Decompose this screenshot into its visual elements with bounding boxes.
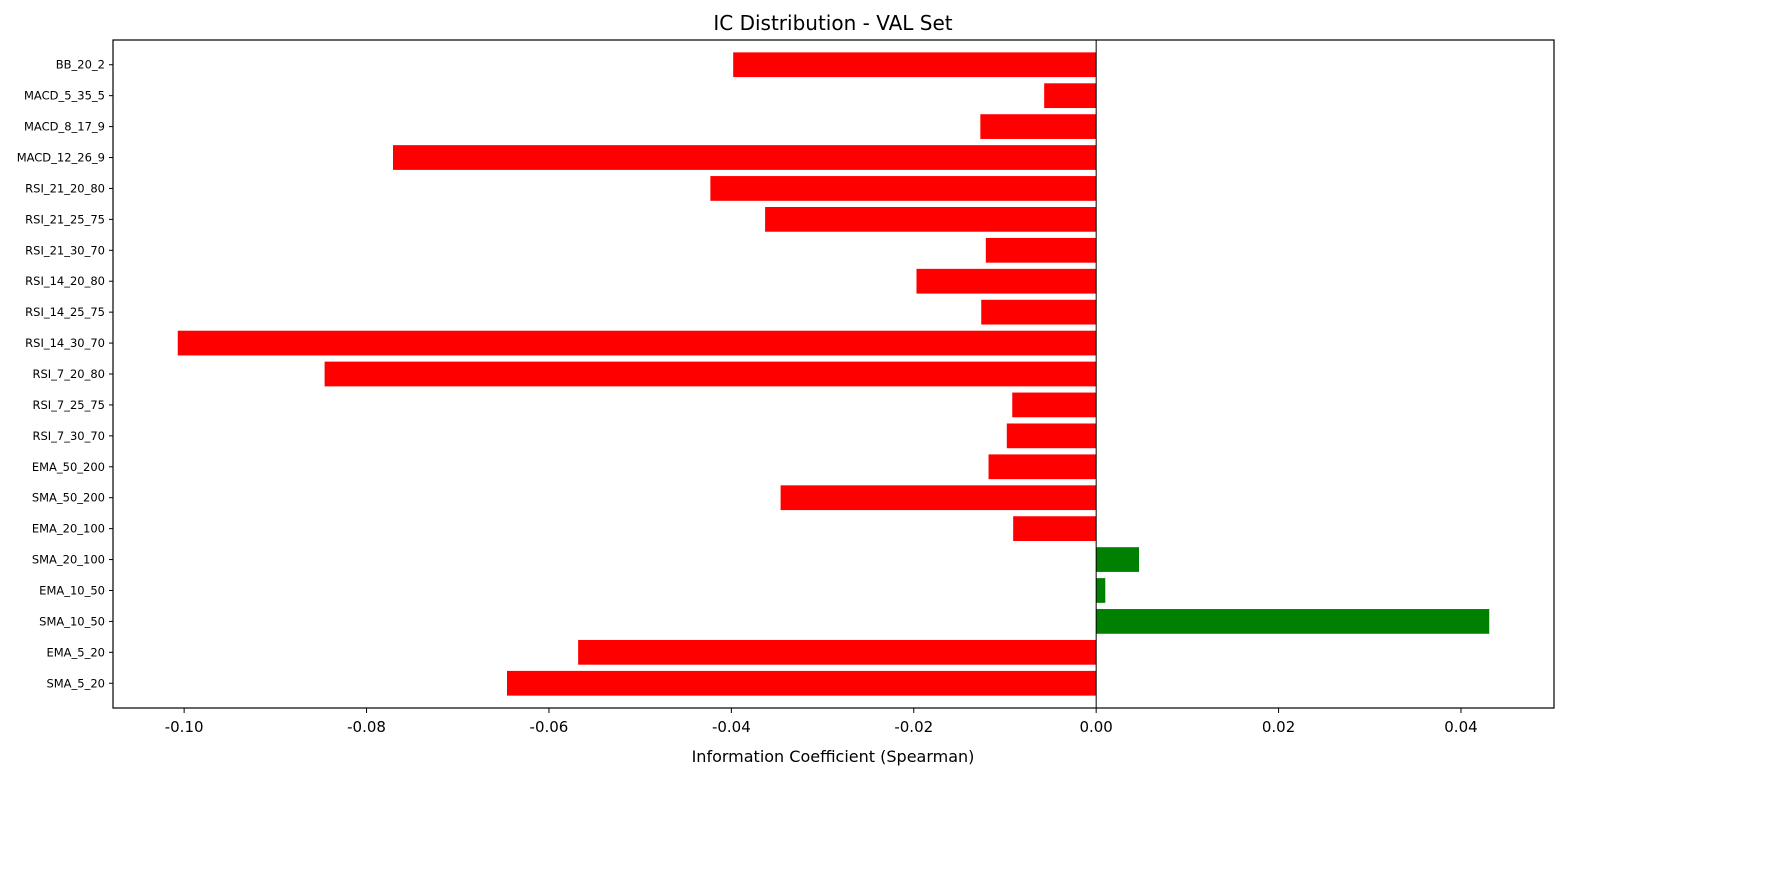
y-tick-label: RSI_21_30_70	[25, 243, 105, 257]
y-tick-label: RSI_7_30_70	[32, 429, 105, 443]
y-tick-label: EMA_10_50	[39, 583, 105, 597]
bar-BB_20_2	[733, 52, 1097, 78]
x-axis-label: Information Coefficient (Spearman)	[692, 747, 975, 766]
bar-RSI_21_20_80	[710, 176, 1097, 201]
x-tick-label: -0.02	[894, 718, 933, 736]
bar-EMA_20_100	[1013, 516, 1097, 541]
y-tick-label: SMA_50_200	[32, 491, 105, 505]
bar-MACD_5_35_5	[1044, 83, 1097, 109]
x-tick-label: -0.06	[530, 718, 569, 736]
y-tick-label: RSI_7_20_80	[32, 367, 105, 381]
bar-SMA_50_200	[780, 485, 1097, 511]
y-tick-label: RSI_14_30_70	[25, 336, 105, 350]
bar-EMA_5_20	[578, 639, 1097, 665]
y-tick-label: EMA_50_200	[32, 460, 105, 474]
y-tick-label: RSI_14_25_75	[25, 305, 105, 319]
y-tick-label: RSI_21_20_80	[25, 181, 105, 195]
y-tick-label: EMA_5_20	[46, 645, 105, 659]
bar-RSI_14_20_80	[916, 268, 1097, 294]
bar-RSI_21_30_70	[985, 237, 1097, 263]
bar-RSI_7_25_75	[1012, 392, 1097, 418]
bar-RSI_14_25_75	[981, 299, 1097, 325]
x-tick-label: -0.10	[165, 718, 204, 736]
y-tick-label: RSI_21_25_75	[25, 212, 105, 226]
bar-SMA_10_50	[1096, 609, 1490, 634]
y-tick-label: SMA_10_50	[39, 614, 105, 628]
y-tick-label: RSI_14_20_80	[25, 274, 105, 288]
bar-SMA_5_20	[506, 670, 1097, 696]
bar-SMA_20_100	[1096, 547, 1140, 572]
x-tick-label: 0.04	[1444, 718, 1477, 736]
bar-RSI_14_30_70	[177, 330, 1097, 356]
x-tick-label: -0.04	[712, 718, 751, 736]
bar-RSI_7_20_80	[324, 361, 1097, 387]
y-tick-label: MACD_8_17_9	[24, 120, 105, 134]
bar-RSI_7_30_70	[1006, 423, 1097, 449]
y-tick-label: BB_20_2	[56, 58, 105, 72]
chart-title: IC Distribution - VAL Set	[713, 11, 952, 35]
y-tick-label: MACD_12_26_9	[17, 151, 105, 165]
bar-MACD_12_26_9	[392, 145, 1097, 170]
bar-EMA_50_200	[988, 454, 1097, 480]
y-tick-label: EMA_20_100	[32, 522, 105, 536]
x-tick-label: 0.00	[1079, 718, 1112, 736]
y-tick-label: MACD_5_35_5	[24, 89, 105, 103]
plot-frame	[112, 39, 1555, 709]
x-tick-label: 0.02	[1262, 718, 1295, 736]
bar-RSI_21_25_75	[765, 207, 1097, 232]
y-tick-label: SMA_20_100	[32, 553, 105, 567]
bar-MACD_8_17_9	[980, 114, 1097, 139]
y-tick-label: RSI_7_25_75	[32, 398, 105, 412]
y-tick-label: SMA_5_20	[46, 676, 105, 690]
x-tick-label: -0.08	[347, 718, 386, 736]
bar-EMA_10_50	[1096, 578, 1106, 603]
